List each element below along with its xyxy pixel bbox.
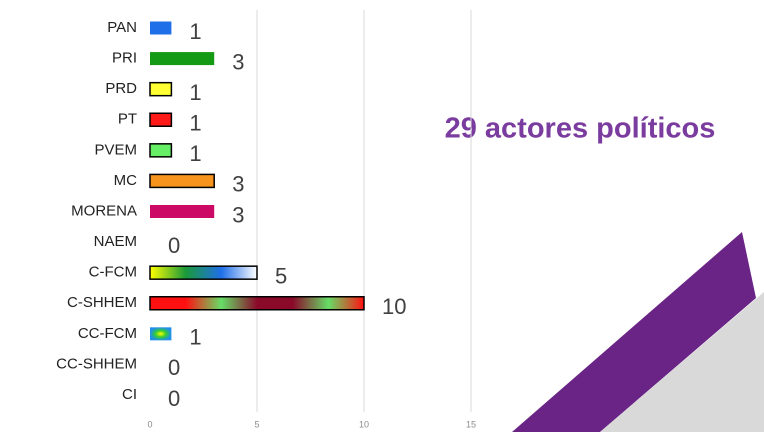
value-label: 0: [168, 233, 180, 258]
value-label: 10: [382, 294, 406, 319]
y-tick-label: PRD: [105, 80, 137, 97]
value-label: 5: [275, 263, 287, 288]
decoration-band: [512, 232, 756, 432]
y-tick-label: MC: [114, 172, 137, 189]
y-tick-label: PT: [118, 111, 137, 128]
y-tick-label: CC-SHHEM: [56, 355, 137, 372]
y-tick-label: PRI: [112, 50, 137, 67]
x-tick-label: 0: [147, 419, 152, 429]
value-label: 1: [189, 325, 201, 350]
bar: [149, 143, 173, 158]
value-label: 1: [189, 80, 201, 105]
bar: [150, 205, 215, 218]
value-label: 3: [232, 49, 244, 74]
bar: [149, 173, 215, 189]
x-tick-label: 15: [466, 419, 476, 429]
bar: [150, 52, 215, 66]
y-tick-label: CC-FCM: [78, 325, 137, 342]
value-label: 0: [168, 355, 180, 380]
x-tick-label: 10: [359, 419, 369, 429]
bar: [149, 296, 365, 311]
x-tick-label: 5: [254, 419, 259, 429]
y-tick-label: CI: [122, 386, 137, 403]
decoration-triangle: [600, 292, 764, 432]
y-tick-label: C-FCM: [89, 264, 137, 281]
y-tick-label: PAN: [107, 19, 137, 36]
bar: [149, 81, 173, 97]
value-label: 1: [189, 141, 201, 166]
y-tick-label: C-SHHEM: [67, 294, 137, 311]
value-label: 1: [189, 111, 201, 136]
bar: [149, 265, 258, 280]
value-label: 3: [232, 172, 244, 197]
y-tick-label: MORENA: [71, 202, 137, 219]
value-label: 0: [168, 386, 180, 411]
y-tick-label: PVEM: [94, 141, 137, 158]
value-label: 3: [232, 202, 244, 227]
bar: [150, 327, 172, 341]
bar: [150, 21, 172, 35]
annotation: 29 actores políticos: [445, 113, 716, 145]
bar: [149, 112, 173, 127]
value-label: 1: [189, 19, 201, 44]
y-tick-label: NAEM: [94, 233, 137, 250]
